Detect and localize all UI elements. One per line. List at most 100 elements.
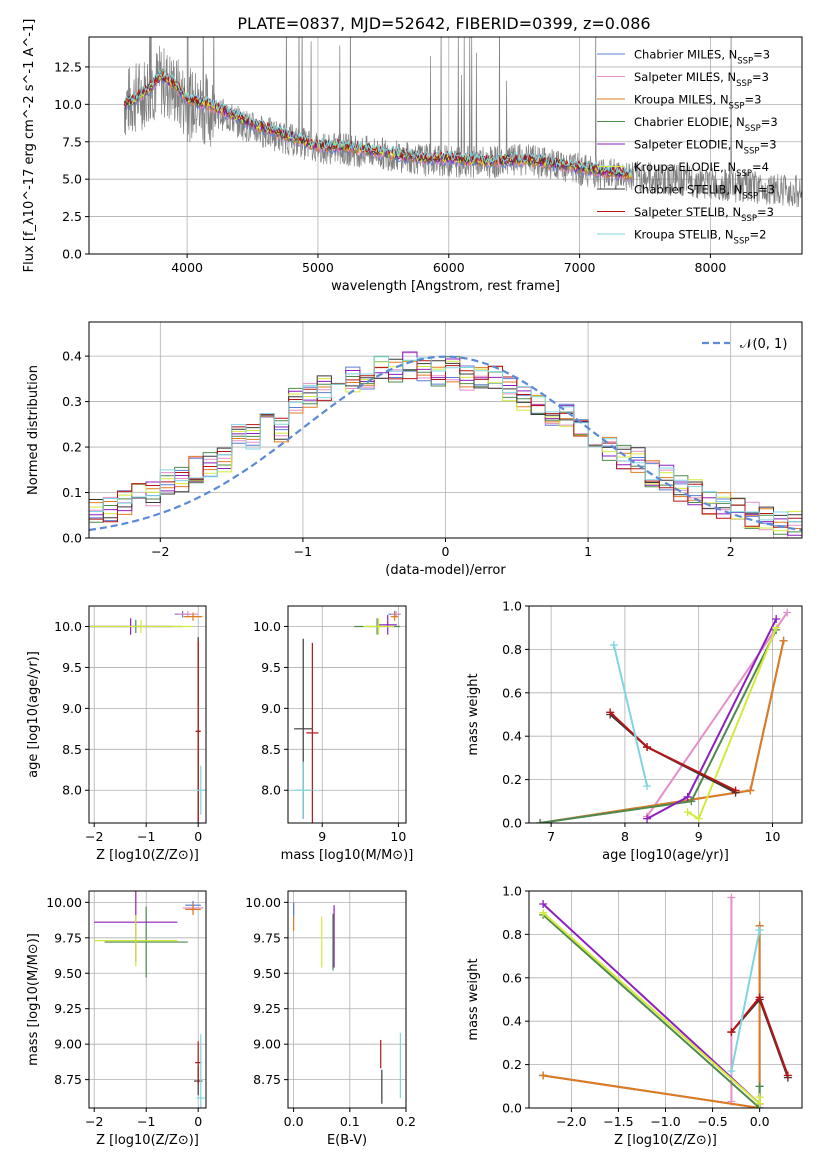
y-tick-label: 0.0 xyxy=(502,1101,522,1116)
y-tick-label: 9.25 xyxy=(54,1001,82,1016)
y-axis-label: mass weight xyxy=(466,958,481,1040)
y-tick-label: 0.2 xyxy=(502,1057,522,1072)
chart-massweight_vs_age: 7 8 9 10 0.0 0.2 0.4 0.6 0.8 1.0 age [log10(age/yr… xyxy=(466,599,803,863)
y-tick-label: 0.4 xyxy=(502,1014,522,1029)
y-tick-label: 2.5 xyxy=(62,209,82,224)
x-axis-label: E(B-V) xyxy=(327,1133,367,1148)
y-tick-label: 5.0 xyxy=(62,172,82,187)
weight-marker xyxy=(755,926,764,935)
legend-label-6: Chabrier STELIB, NSSP=3 xyxy=(634,183,775,202)
weight-marker xyxy=(727,893,736,902)
x-tick-label: 7 xyxy=(547,829,555,844)
y-tick-label: 8.0 xyxy=(62,783,82,798)
x-axis-label: Z [log10(Z/Z⊙)] xyxy=(96,848,199,863)
legend-nssp: =3 xyxy=(757,205,774,219)
axes-frame xyxy=(287,890,407,1109)
y-tick-label: 0.6 xyxy=(502,970,522,985)
legend-label-2: Kroupa MILES, NSSP=3 xyxy=(634,93,761,112)
y-tick-label: 10.00 xyxy=(46,895,82,910)
weight-marker xyxy=(536,819,545,823)
x-tick-label: 8 xyxy=(621,829,629,844)
plot-area xyxy=(123,37,802,208)
weight-marker xyxy=(746,786,755,795)
legend-series-name: Kroupa STELIB, N xyxy=(634,228,734,242)
grid xyxy=(89,606,206,823)
x-tick-label: −2.0 xyxy=(556,1114,586,1129)
x-tick-label: 7000 xyxy=(564,260,596,275)
model-spectrum-8 xyxy=(124,68,633,177)
y-tick-label: 0.2 xyxy=(62,440,82,455)
y-tick-label: 1.0 xyxy=(502,599,522,614)
weight-marker xyxy=(683,808,692,817)
y-tick-label: 0.1 xyxy=(62,485,82,500)
legend-nssp: =2 xyxy=(749,228,766,242)
grid xyxy=(288,891,407,1108)
x-tick-label: −1.0 xyxy=(650,1114,680,1129)
x-tick-label: 2 xyxy=(727,544,735,559)
weight-line-5 xyxy=(542,911,761,1106)
y-tick-label: 8.75 xyxy=(253,1072,281,1087)
weight-marker xyxy=(609,641,618,650)
x-tick-label: −1 xyxy=(294,544,312,559)
legend-label-4: Salpeter ELODIE, NSSP=3 xyxy=(634,138,777,157)
legend-label-5: Kroupa ELODIE, NSSP=4 xyxy=(634,160,769,179)
x-tick-label: 9 xyxy=(318,829,326,844)
y-tick-label: 0.0 xyxy=(502,816,522,831)
legend-nssp: =3 xyxy=(752,70,769,84)
chart-mass_vs_EBV: 0.0 0.1 0.2 8.75 9.00 9.25 9.50 9.75 10.00 E(B-V) xyxy=(245,890,416,1148)
legend-series-name: Kroupa MILES, N xyxy=(634,93,729,107)
x-tick-label: −0.5 xyxy=(697,1114,727,1129)
histogram-8 xyxy=(89,356,802,538)
plot-area xyxy=(94,891,205,1108)
weight-marker xyxy=(683,792,692,801)
chart-age_vs_Z: −2 −1 0 8.0 8.5 9.0 9.5 10.0 Z [log10(Z/Z⊙)] age … xyxy=(26,605,207,863)
weight-marker xyxy=(731,786,740,795)
x-axis-label: Z [log10(Z/Z⊙)] xyxy=(614,1133,717,1148)
legend-series-name: Kroupa ELODIE, N xyxy=(634,160,736,174)
x-axis-label: age [log10(age/yr)] xyxy=(602,848,729,863)
chart-mass_vs_Z: −2 −1 0 8.75 9.00 9.25 9.50 9.75 10.00 Z [log10(Z… xyxy=(26,890,207,1148)
axes-frame xyxy=(88,890,207,1109)
y-tick-label: 9.25 xyxy=(253,1001,281,1016)
y-tick-label: 10.0 xyxy=(253,619,281,634)
y-tick-label: 9.50 xyxy=(54,966,82,981)
x-tick-label: 0.0 xyxy=(284,1114,304,1129)
x-tick-label: 8000 xyxy=(695,260,727,275)
histogram-7 xyxy=(89,360,802,538)
x-tick-label: 0 xyxy=(194,1114,202,1129)
legend-nssp: =3 xyxy=(758,183,775,197)
y-tick-label: 9.75 xyxy=(253,930,281,945)
legend-label-3: Chabrier ELODIE, NSSP=3 xyxy=(634,115,778,134)
y-tick-label: 0.6 xyxy=(502,685,522,700)
x-tick-label: 10 xyxy=(765,829,781,844)
chart-age_vs_mass: 9 10 8.0 8.5 9.0 9.5 10.0 mass [log10(M/M⊙)] xyxy=(253,605,413,863)
chart-residuals: −2 −1 0 1 2 0.0 0.1 0.2 0.3 0.4 (data-model)/error… xyxy=(26,321,803,578)
x-tick-label: 0.1 xyxy=(340,1114,360,1129)
y-tick-label: 12.5 xyxy=(54,59,82,74)
grid xyxy=(89,891,206,1108)
weight-marker xyxy=(539,1071,548,1080)
y-tick-label: 9.75 xyxy=(54,930,82,945)
y-tick-label: 0.2 xyxy=(502,772,522,787)
chart-spectrum: 4000 5000 6000 7000 8000 0.0 2.5 5.0 7.5 10.0 12.5… xyxy=(22,19,803,294)
gaussian-curve xyxy=(89,355,802,532)
x-tick-label: 0 xyxy=(442,544,450,559)
axes-frame xyxy=(287,605,407,824)
legend-subscript: SSP xyxy=(734,237,750,247)
y-axis-label: mass weight xyxy=(466,673,481,755)
x-tick-label: −2 xyxy=(85,1114,103,1129)
legend-subscript: SSP xyxy=(744,147,760,157)
x-tick-label: −2 xyxy=(151,544,169,559)
x-tick-label: 6000 xyxy=(433,260,465,275)
y-tick-label: 7.5 xyxy=(62,134,82,149)
y-tick-label: 9.00 xyxy=(253,1037,281,1052)
y-tick-label: 0.3 xyxy=(62,394,82,409)
legend-nssp: =3 xyxy=(761,115,778,129)
y-tick-label: 10.00 xyxy=(245,895,281,910)
weight-marker xyxy=(755,993,764,1002)
y-tick-label: 0.8 xyxy=(502,927,522,942)
weight-marker xyxy=(727,1067,736,1076)
x-tick-label: −2 xyxy=(85,829,103,844)
plot-area xyxy=(294,610,401,823)
legend-series-name: Chabrier STELIB, N xyxy=(634,183,742,197)
